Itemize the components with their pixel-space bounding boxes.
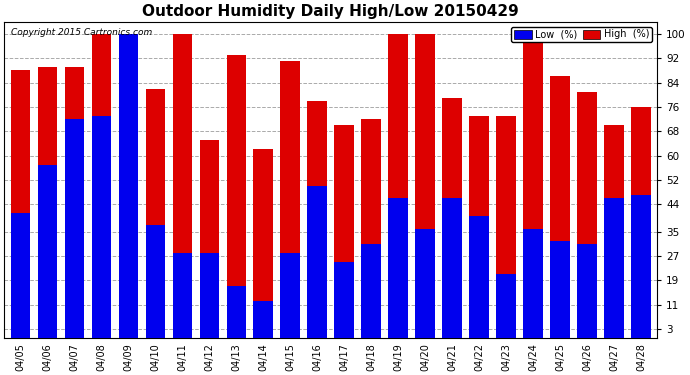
Bar xyxy=(415,228,435,338)
Bar xyxy=(551,76,570,338)
Bar xyxy=(631,107,651,338)
Bar xyxy=(631,195,651,338)
Bar xyxy=(469,116,489,338)
Bar xyxy=(226,286,246,338)
Bar xyxy=(308,101,327,338)
Legend: Low  (%), High  (%): Low (%), High (%) xyxy=(511,27,652,42)
Text: Copyright 2015 Cartronics.com: Copyright 2015 Cartronics.com xyxy=(11,28,152,37)
Title: Outdoor Humidity Daily High/Low 20150429: Outdoor Humidity Daily High/Low 20150429 xyxy=(142,4,519,19)
Bar xyxy=(496,116,516,338)
Bar xyxy=(65,68,84,338)
Bar xyxy=(280,61,300,338)
Bar xyxy=(199,140,219,338)
Bar xyxy=(523,228,543,338)
Bar xyxy=(578,244,597,338)
Bar xyxy=(10,213,30,338)
Bar xyxy=(388,198,408,338)
Bar xyxy=(119,34,138,338)
Bar xyxy=(38,68,57,338)
Bar xyxy=(253,302,273,338)
Bar xyxy=(10,70,30,338)
Bar xyxy=(335,262,354,338)
Bar xyxy=(442,198,462,338)
Bar xyxy=(496,274,516,338)
Bar xyxy=(469,216,489,338)
Bar xyxy=(146,88,165,338)
Bar xyxy=(578,92,597,338)
Bar xyxy=(119,34,138,338)
Bar xyxy=(65,119,84,338)
Bar xyxy=(226,55,246,338)
Bar xyxy=(362,119,381,338)
Bar xyxy=(38,165,57,338)
Bar xyxy=(523,34,543,338)
Bar xyxy=(253,150,273,338)
Bar xyxy=(308,186,327,338)
Bar xyxy=(415,34,435,338)
Bar xyxy=(388,34,408,338)
Bar xyxy=(199,253,219,338)
Bar xyxy=(551,241,570,338)
Bar xyxy=(335,125,354,338)
Bar xyxy=(92,34,111,338)
Bar xyxy=(604,125,624,338)
Bar xyxy=(604,198,624,338)
Bar xyxy=(146,225,165,338)
Bar xyxy=(172,253,192,338)
Bar xyxy=(280,253,300,338)
Bar xyxy=(362,244,381,338)
Bar xyxy=(442,98,462,338)
Bar xyxy=(172,34,192,338)
Bar xyxy=(92,116,111,338)
